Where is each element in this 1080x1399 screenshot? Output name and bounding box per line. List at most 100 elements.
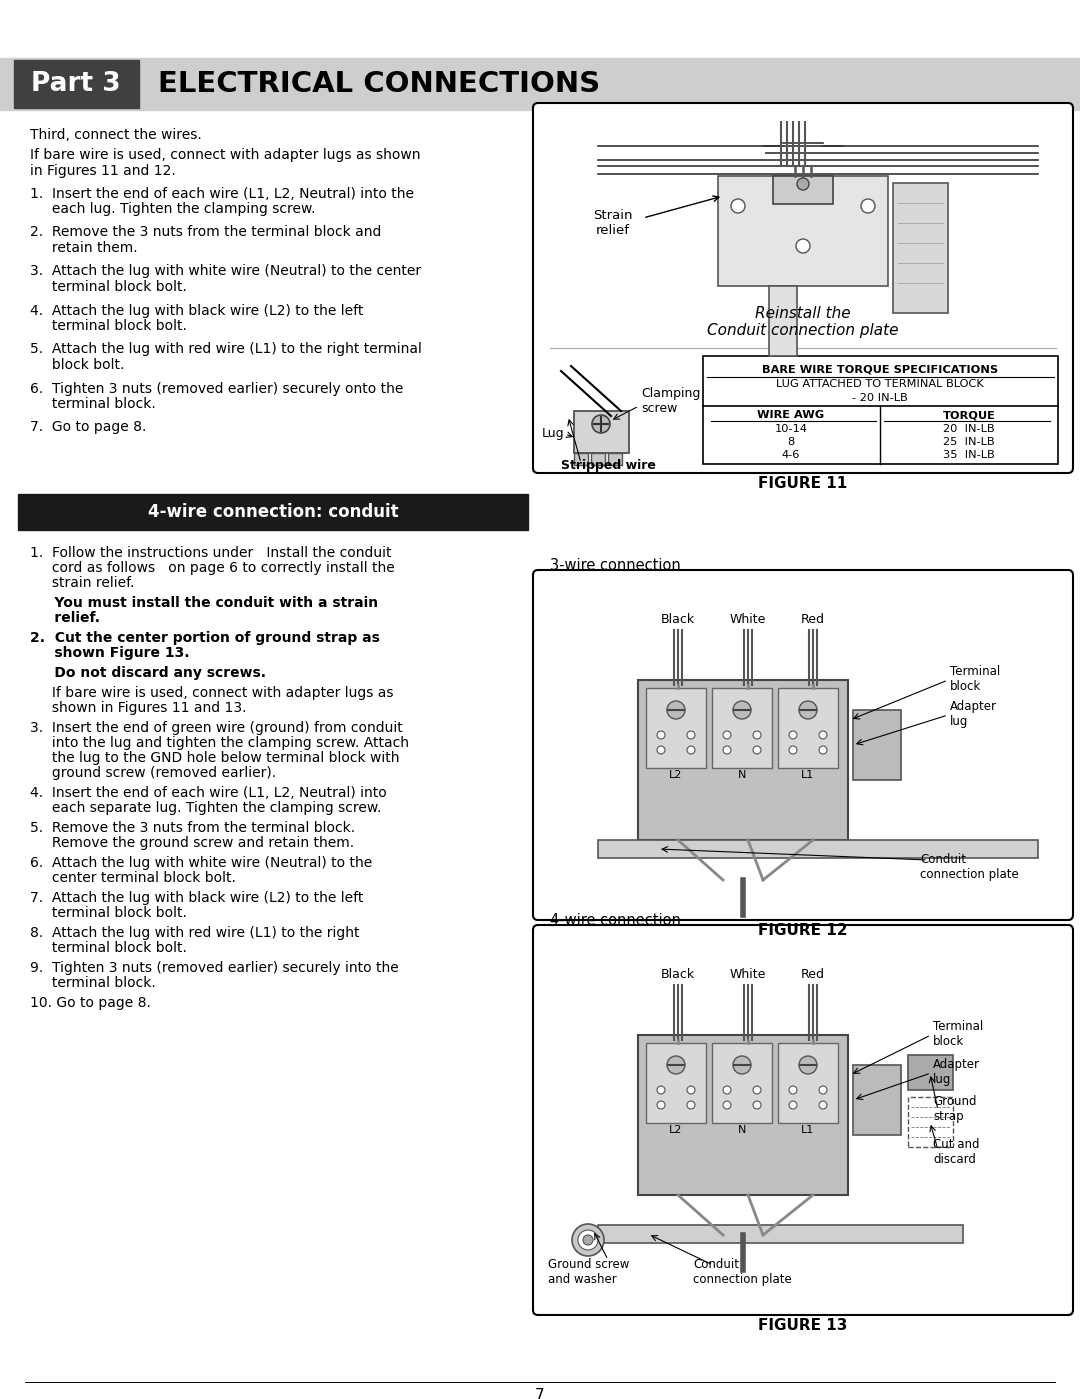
- Text: Remove the ground screw and retain them.: Remove the ground screw and retain them.: [30, 837, 354, 851]
- Text: WIRE AWG: WIRE AWG: [757, 410, 824, 420]
- Circle shape: [592, 416, 610, 434]
- Circle shape: [583, 1235, 593, 1245]
- Circle shape: [723, 1101, 731, 1109]
- Circle shape: [819, 1086, 827, 1094]
- Text: shown Figure 13.: shown Figure 13.: [30, 646, 189, 660]
- Text: Do not discard any screws.: Do not discard any screws.: [30, 666, 266, 680]
- Text: 2.  Cut the center portion of ground strap as: 2. Cut the center portion of ground stra…: [30, 631, 380, 645]
- Circle shape: [789, 746, 797, 754]
- Text: Reinstall the
Conduit connection plate: Reinstall the Conduit connection plate: [707, 306, 899, 339]
- Text: each lug. Tighten the clamping screw.: each lug. Tighten the clamping screw.: [30, 201, 315, 215]
- Text: 20  IN-LB: 20 IN-LB: [943, 424, 995, 434]
- Text: Third, connect the wires.: Third, connect the wires.: [30, 127, 202, 143]
- Circle shape: [657, 732, 665, 739]
- Circle shape: [578, 1230, 598, 1249]
- Text: 4-wire connection: conduit: 4-wire connection: conduit: [148, 504, 399, 520]
- Circle shape: [789, 1101, 797, 1109]
- Text: Conduit
connection plate: Conduit connection plate: [920, 853, 1018, 881]
- Circle shape: [687, 732, 696, 739]
- Bar: [778, 1044, 838, 1123]
- Bar: [853, 711, 901, 781]
- Bar: [598, 1226, 963, 1242]
- Text: Ground
strap: Ground strap: [933, 1095, 976, 1123]
- Circle shape: [657, 746, 665, 754]
- Text: Cut and
discard: Cut and discard: [933, 1137, 980, 1165]
- Text: Part 3: Part 3: [31, 71, 121, 97]
- Text: Terminal
block: Terminal block: [950, 665, 1000, 693]
- Text: 1.  Insert the end of each wire (L1, L2, Neutral) into the: 1. Insert the end of each wire (L1, L2, …: [30, 186, 414, 200]
- Circle shape: [753, 732, 761, 739]
- Bar: [0, 57, 1080, 111]
- Text: White: White: [730, 968, 766, 981]
- Text: 7.  Attach the lug with black wire (L2) to the left: 7. Attach the lug with black wire (L2) t…: [30, 891, 363, 905]
- Text: 8.  Attach the lug with red wire (L1) to the right: 8. Attach the lug with red wire (L1) to …: [30, 926, 360, 940]
- Text: terminal block bolt.: terminal block bolt.: [30, 942, 187, 956]
- Text: Black: Black: [661, 968, 696, 981]
- Text: FIGURE 12: FIGURE 12: [758, 923, 848, 937]
- Text: terminal block.: terminal block.: [30, 397, 156, 411]
- Bar: [598, 839, 1038, 858]
- Text: 5.  Attach the lug with red wire (L1) to the right terminal: 5. Attach the lug with red wire (L1) to …: [30, 343, 422, 357]
- Circle shape: [687, 1086, 696, 1094]
- Text: FIGURE 11: FIGURE 11: [758, 476, 848, 491]
- Text: 3-wire connection: 3-wire connection: [550, 558, 680, 574]
- Circle shape: [733, 701, 751, 719]
- Circle shape: [733, 1056, 751, 1074]
- Circle shape: [753, 1086, 761, 1094]
- Circle shape: [797, 178, 809, 190]
- Text: FIGURE 13: FIGURE 13: [758, 1318, 848, 1333]
- Circle shape: [572, 1224, 604, 1256]
- Circle shape: [789, 732, 797, 739]
- Circle shape: [723, 1086, 731, 1094]
- Text: cord as follows   on page 6 to correctly install the: cord as follows on page 6 to correctly i…: [30, 561, 395, 575]
- Text: Clamping
screw: Clamping screw: [642, 388, 700, 416]
- Bar: [608, 453, 622, 464]
- Circle shape: [687, 1101, 696, 1109]
- Text: 7.  Go to page 8.: 7. Go to page 8.: [30, 421, 147, 435]
- Circle shape: [687, 746, 696, 754]
- Text: N: N: [738, 769, 746, 781]
- Text: BARE WIRE TORQUE SPECIFICATIONS: BARE WIRE TORQUE SPECIFICATIONS: [761, 364, 998, 374]
- Text: ground screw (removed earlier).: ground screw (removed earlier).: [30, 767, 276, 781]
- Circle shape: [657, 1101, 665, 1109]
- Bar: [908, 1097, 953, 1147]
- Bar: [591, 453, 605, 464]
- Text: 9.  Tighten 3 nuts (removed earlier) securely into the: 9. Tighten 3 nuts (removed earlier) secu…: [30, 961, 399, 975]
- Circle shape: [819, 1101, 827, 1109]
- Text: Adapter
lug: Adapter lug: [933, 1058, 980, 1086]
- Text: - 20 IN-LB: - 20 IN-LB: [852, 393, 908, 403]
- Bar: [646, 1044, 706, 1123]
- Text: Red: Red: [801, 968, 825, 981]
- Text: into the lug and tighten the clamping screw. Attach: into the lug and tighten the clamping sc…: [30, 736, 409, 750]
- Text: 3.  Insert the end of green wire (ground) from conduit: 3. Insert the end of green wire (ground)…: [30, 720, 403, 734]
- Bar: [712, 688, 772, 768]
- Circle shape: [723, 746, 731, 754]
- Circle shape: [657, 1086, 665, 1094]
- Text: Red: Red: [801, 613, 825, 625]
- Bar: [718, 176, 888, 285]
- Text: If bare wire is used, connect with adapter lugs as shown
in Figures 11 and 12.: If bare wire is used, connect with adapt…: [30, 147, 420, 178]
- Bar: [14, 60, 139, 108]
- Text: 10-14: 10-14: [774, 424, 808, 434]
- Bar: [769, 285, 797, 355]
- Text: the lug to the GND hole below terminal block with: the lug to the GND hole below terminal b…: [30, 751, 400, 765]
- Text: 4-6: 4-6: [782, 450, 800, 460]
- Text: terminal block bolt.: terminal block bolt.: [30, 907, 187, 921]
- Circle shape: [753, 1101, 761, 1109]
- Bar: [908, 1055, 953, 1090]
- Text: terminal block bolt.: terminal block bolt.: [30, 319, 187, 333]
- Text: Lug: Lug: [541, 428, 564, 441]
- Text: Black: Black: [661, 613, 696, 625]
- Circle shape: [819, 746, 827, 754]
- Text: 4.  Attach the lug with black wire (L2) to the left: 4. Attach the lug with black wire (L2) t…: [30, 304, 363, 318]
- Text: 1.  Follow the instructions under   Install the conduit: 1. Follow the instructions under Install…: [30, 546, 391, 560]
- Text: 35  IN-LB: 35 IN-LB: [943, 450, 995, 460]
- Text: terminal block bolt.: terminal block bolt.: [30, 280, 187, 294]
- Text: block bolt.: block bolt.: [30, 358, 124, 372]
- Bar: [712, 1044, 772, 1123]
- FancyBboxPatch shape: [534, 925, 1074, 1315]
- Text: Conduit
connection plate: Conduit connection plate: [693, 1258, 792, 1286]
- Text: 3.  Attach the lug with white wire (Neutral) to the center: 3. Attach the lug with white wire (Neutr…: [30, 264, 421, 278]
- Text: center terminal block bolt.: center terminal block bolt.: [30, 872, 235, 886]
- Text: 7: 7: [536, 1388, 544, 1399]
